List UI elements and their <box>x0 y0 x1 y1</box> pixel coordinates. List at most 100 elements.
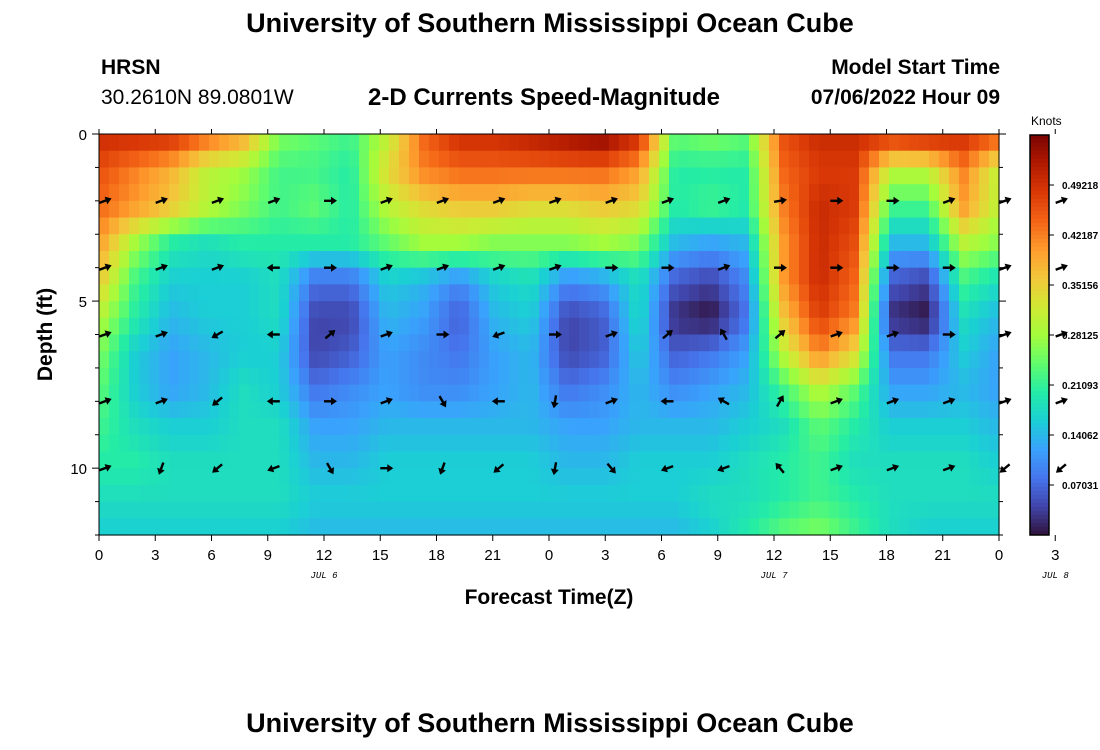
heatmap-cell <box>759 284 770 302</box>
colorbar-segment <box>1030 143 1049 148</box>
heatmap-cell <box>599 401 610 419</box>
heatmap-cell <box>599 167 610 185</box>
heatmap-cell <box>129 518 140 536</box>
heatmap-cell <box>909 351 920 369</box>
heatmap-cell <box>849 384 860 402</box>
heatmap-cell <box>949 134 960 152</box>
heatmap-cell <box>209 234 220 252</box>
heatmap-cell <box>259 334 270 352</box>
heatmap-cell <box>299 518 310 536</box>
heatmap-cell <box>479 217 490 235</box>
heatmap-cell <box>829 150 840 169</box>
heatmap-cell <box>319 418 330 436</box>
heatmap-cell <box>669 234 680 252</box>
heatmap-cell <box>239 384 250 402</box>
heatmap-cell <box>649 250 660 269</box>
heatmap-cell <box>239 301 250 319</box>
heatmap-cell <box>889 284 900 302</box>
heatmap-cell <box>669 217 680 235</box>
heatmap-cell <box>779 234 790 252</box>
current-arrow <box>380 397 393 405</box>
heatmap-cell <box>919 234 930 252</box>
heatmap-cell <box>109 451 120 469</box>
heatmap-cell <box>769 351 780 369</box>
heatmap-cell <box>159 217 170 235</box>
heatmap-cell <box>649 451 660 469</box>
heatmap-cell <box>359 501 370 519</box>
heatmap-cell <box>429 484 440 503</box>
heatmap-cell <box>729 367 740 386</box>
current-arrow <box>717 397 730 406</box>
x-tick-label: 12 <box>766 547 783 564</box>
heatmap-cell <box>459 484 470 503</box>
heatmap-cell <box>849 184 860 202</box>
x-tick-label: 21 <box>934 547 951 564</box>
colorbar-segment <box>1030 223 1049 228</box>
heatmap-cell <box>439 167 450 185</box>
heatmap-cell <box>639 367 650 386</box>
heatmap-cell <box>629 401 640 419</box>
colorbar-segment <box>1030 151 1049 156</box>
heatmap-cell <box>949 234 960 252</box>
heatmap-cell <box>699 167 710 185</box>
heatmap-cell <box>579 501 590 519</box>
heatmap-cell <box>259 401 270 419</box>
heatmap-cell <box>179 434 190 453</box>
heatmap-cell <box>869 167 880 185</box>
heatmap-cell <box>819 301 830 319</box>
heatmap-cell <box>229 401 240 419</box>
heatmap-cell <box>569 518 580 536</box>
heatmap-cell <box>459 134 470 152</box>
heatmap-cell <box>899 267 910 285</box>
heatmap-cell <box>519 184 530 202</box>
heatmap-cell <box>509 217 520 235</box>
current-arrow <box>380 330 393 338</box>
heatmap-cell <box>609 401 620 419</box>
heatmap-cell <box>449 451 460 469</box>
heatmap-cell <box>309 167 320 185</box>
heatmap-cell <box>639 518 650 536</box>
heatmap-cell <box>739 384 750 402</box>
colorbar-segment <box>1030 463 1049 468</box>
heatmap-cell <box>809 334 820 352</box>
heatmap-cell <box>559 484 570 503</box>
heatmap-cell <box>569 150 580 169</box>
heatmap-cell <box>329 167 340 185</box>
heatmap-cell <box>639 234 650 252</box>
heatmap-cell <box>949 468 960 486</box>
heatmap-cell <box>799 334 810 352</box>
heatmap-cell <box>239 367 250 386</box>
heatmap-cell <box>749 484 760 503</box>
heatmap-cell <box>499 267 510 285</box>
heatmap-cell <box>949 384 960 402</box>
heatmap-cell <box>709 367 720 386</box>
heatmap-cell <box>129 501 140 519</box>
heatmap-cell <box>879 134 890 152</box>
heatmap-cell <box>289 384 300 402</box>
heatmap-cell <box>689 150 700 169</box>
heatmap-cell <box>739 367 750 386</box>
colorbar-segment <box>1030 255 1049 260</box>
heatmap-cell <box>789 434 800 453</box>
heatmap-cell <box>159 468 170 486</box>
heatmap-cell <box>879 150 890 169</box>
heatmap-cell <box>109 167 120 185</box>
heatmap-cell <box>489 234 500 252</box>
heatmap-cell <box>159 267 170 285</box>
heatmap-cell <box>489 451 500 469</box>
station-name: HRSN <box>101 56 161 79</box>
heatmap-cell <box>459 167 470 185</box>
heatmap-cell <box>709 267 720 285</box>
heatmap-cell <box>409 301 420 319</box>
current-arrow <box>211 330 224 339</box>
heatmap-cell <box>929 468 940 486</box>
heatmap-cell <box>259 384 270 402</box>
colorbar-segment <box>1030 395 1049 400</box>
heatmap-cell <box>309 501 320 519</box>
heatmap-cell <box>959 518 970 536</box>
heatmap-cell <box>169 150 180 169</box>
heatmap-cell <box>779 134 790 152</box>
heatmap-cell <box>519 484 530 503</box>
heatmap-cell <box>319 451 330 469</box>
heatmap-cell <box>769 267 780 285</box>
